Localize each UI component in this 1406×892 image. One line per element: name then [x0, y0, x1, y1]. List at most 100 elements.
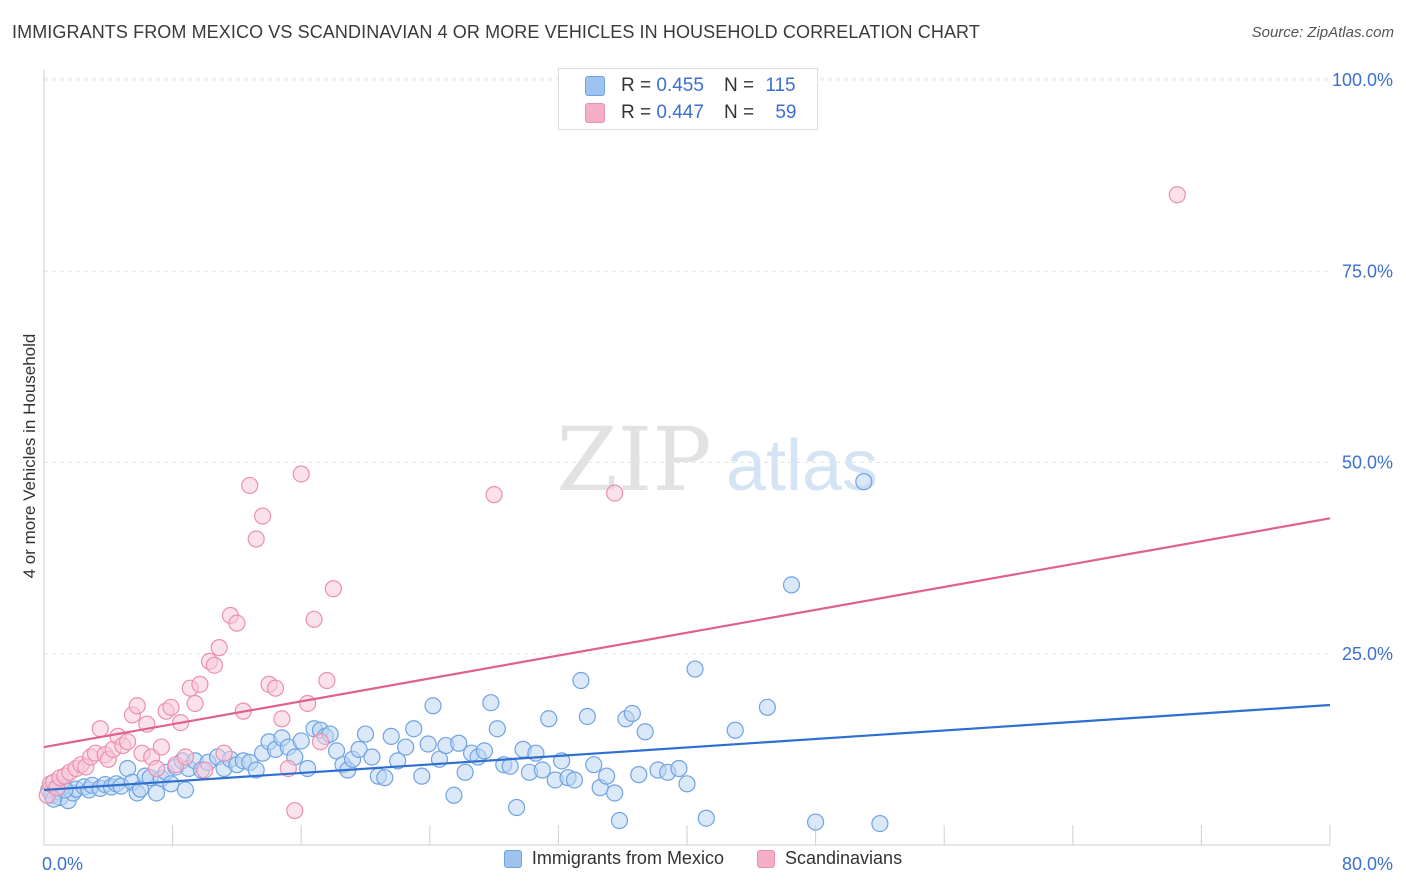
point-mexico [585, 756, 603, 774]
point-scandinavians [266, 679, 285, 697]
chart-title: IMMIGRANTS FROM MEXICO VS SCANDINAVIAN 4… [12, 22, 980, 42]
legend-swatch-mexico [503, 849, 522, 868]
source-value: ZipAtlas.com [1307, 24, 1394, 41]
stats-n-value: 115 [765, 75, 796, 96]
point-scandinavians [91, 720, 109, 738]
legend-swatch-scandinavians [756, 849, 775, 868]
point-scandinavians [305, 610, 323, 628]
point-scandinavians [186, 694, 204, 713]
point-mexico [782, 576, 801, 594]
stats-r-value: 0.455 [656, 75, 704, 96]
point-scandinavians [210, 639, 228, 657]
point-scandinavians [273, 710, 291, 728]
point-scandinavians [228, 614, 246, 632]
point-scandinavians [311, 733, 330, 751]
point-mexico [565, 771, 584, 789]
point-scandinavians [128, 697, 146, 715]
stats-swatch-mexico [585, 76, 605, 96]
point-mexico [292, 732, 310, 750]
point-mexico [363, 748, 381, 766]
point-mexico [482, 694, 500, 712]
point-scandinavians [254, 507, 272, 525]
point-scandinavians [215, 744, 233, 762]
x-tick-label: 80.0% [1342, 854, 1393, 874]
point-mexico [540, 710, 558, 728]
point-mexico [726, 721, 744, 739]
point-scandinavians [324, 580, 342, 598]
stats-r-value: 0.447 [656, 102, 704, 123]
point-scandinavians [292, 465, 310, 483]
point-scandinavians [118, 733, 137, 751]
point-mexico [630, 766, 648, 784]
point-mexico [445, 786, 463, 804]
source-label: Source: [1251, 24, 1304, 41]
point-scandinavians [162, 698, 180, 716]
point-mexico [405, 720, 423, 738]
point-mexico [610, 811, 629, 830]
stats-n-label: N = [723, 102, 755, 123]
point-mexico [299, 759, 317, 778]
point-mexico [389, 752, 407, 770]
point-mexico [350, 740, 368, 758]
legend-item-scandinavians: Scandinavians [756, 848, 903, 869]
legend-item-mexico: Immigrants from Mexico [503, 848, 724, 869]
grid-lines [44, 77, 1330, 655]
point-mexico [376, 769, 394, 787]
point-mexico [636, 723, 654, 741]
stats-r-label: R = [621, 102, 652, 123]
point-mexico [162, 775, 180, 793]
point-scandinavians [247, 530, 265, 548]
stats-swatch-scandinavians [585, 103, 605, 123]
y-tick-label: 25.0% [1342, 644, 1393, 664]
stats-n-label: N = [723, 75, 755, 96]
point-scandinavians [152, 738, 170, 756]
point-mexico [147, 784, 166, 802]
tick-labels: 25.0% 50.0% 75.0% 100.0% 0.0% 80.0% [42, 70, 1393, 874]
legend-label-scandinavians: Scandinavians [784, 848, 903, 868]
point-mexico [397, 738, 415, 756]
point-mexico [572, 671, 590, 690]
watermark-zip: ZIP [556, 408, 711, 511]
point-mexico [623, 704, 641, 723]
stats-n-value: 59 [775, 102, 797, 123]
stats-r-label: R = [621, 75, 652, 96]
point-scandinavians [196, 761, 214, 779]
point-mexico [176, 781, 195, 799]
point-mexico [855, 473, 873, 491]
point-mexico [758, 698, 776, 716]
point-mexico [871, 814, 889, 833]
point-scandinavians [205, 656, 223, 674]
correlation-stats-box: R = 0.455 N = 115 R = 0.447 N = 59 [558, 68, 818, 130]
point-scandinavians [147, 759, 166, 778]
point-scandinavians [176, 748, 195, 766]
point-mexico [606, 784, 624, 802]
trend-lines [43, 517, 1331, 792]
chart-legend: Immigrants from Mexico Scandinavians [0, 848, 1406, 873]
data-points [38, 186, 1186, 833]
point-mexico [382, 727, 400, 745]
point-mexico [806, 813, 825, 831]
point-scandinavians [286, 801, 304, 820]
point-mexico [450, 734, 468, 752]
point-mexico [488, 720, 506, 738]
point-scandinavians [1168, 186, 1186, 204]
watermark: ZIP atlas [556, 408, 878, 511]
point-scandinavians [299, 694, 317, 713]
watermark-atlas: atlas [726, 426, 878, 506]
trend-line-scandinavians [43, 517, 1331, 749]
point-scandinavians [318, 671, 336, 690]
point-mexico [686, 660, 704, 678]
legend-label-mexico: Immigrants from Mexico [531, 848, 724, 868]
point-scandinavians [241, 476, 259, 495]
point-mexico [356, 725, 375, 743]
point-scandinavians [606, 484, 624, 502]
y-axis-label: 4 or more Vehicles in Household [20, 333, 39, 579]
point-mexico [419, 735, 437, 753]
point-mexico [508, 798, 526, 817]
point-mexico [678, 775, 696, 793]
y-tick-label: 50.0% [1342, 453, 1393, 473]
point-mexico [327, 742, 346, 760]
point-scandinavians [485, 486, 503, 504]
point-mexico [424, 697, 442, 715]
